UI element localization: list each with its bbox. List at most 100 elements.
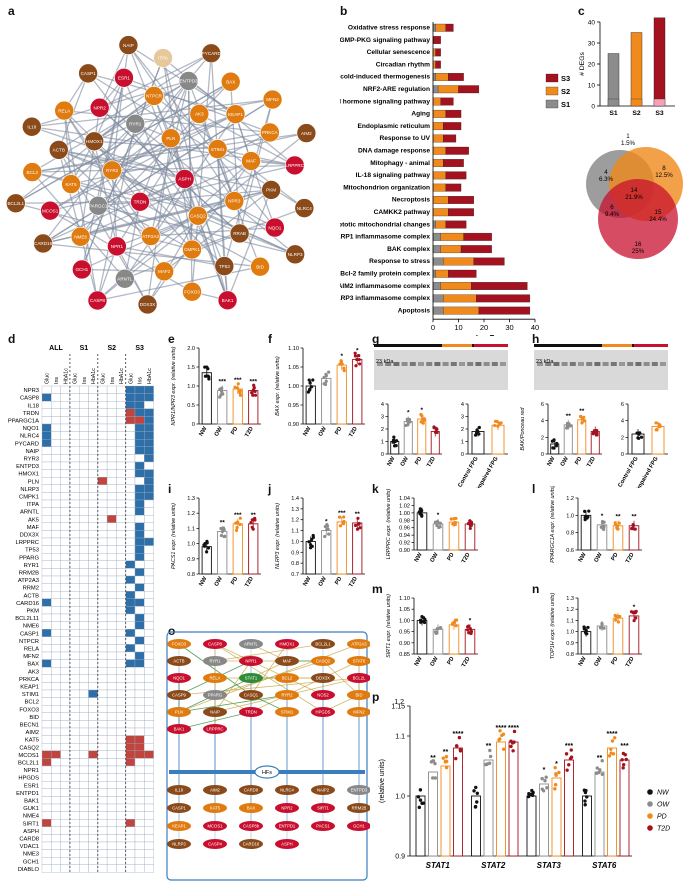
heatmap-cell bbox=[106, 553, 117, 561]
data-point bbox=[655, 427, 659, 431]
heatmap-cell bbox=[134, 834, 145, 843]
heatmap-cell bbox=[106, 537, 117, 546]
heatmap-cell bbox=[97, 651, 108, 660]
heatmap-cell bbox=[134, 598, 145, 607]
y-tick-label: 20 bbox=[588, 62, 596, 69]
heatmap-cell bbox=[106, 454, 117, 463]
data-point bbox=[222, 528, 226, 532]
heatmap-cell bbox=[60, 515, 71, 523]
legend-marker bbox=[647, 801, 653, 807]
data-point bbox=[235, 386, 240, 390]
network-node bbox=[21, 116, 42, 137]
network-node bbox=[217, 290, 238, 311]
heatmap-cell bbox=[69, 598, 80, 607]
heatmap-cell bbox=[60, 735, 71, 744]
heatmap-cell bbox=[125, 857, 136, 865]
heatmap-cell bbox=[116, 705, 126, 713]
heatmap-cell bbox=[134, 841, 145, 850]
heatmap-cell bbox=[88, 803, 98, 812]
legend-marker bbox=[647, 789, 653, 795]
data-point bbox=[474, 431, 479, 435]
heatmap-cell bbox=[41, 408, 52, 417]
heatmap-cell bbox=[144, 431, 154, 440]
y-tick-label: 1.2 bbox=[566, 607, 574, 613]
heatmap-cell bbox=[97, 461, 108, 470]
heatmap-cell bbox=[97, 667, 108, 675]
y-tick-label: 0.90 bbox=[288, 422, 299, 428]
heatmap-cell bbox=[144, 530, 154, 539]
data-point bbox=[469, 523, 473, 527]
legend-label: S1 bbox=[561, 100, 570, 109]
data-point bbox=[342, 366, 346, 370]
network-node-label: CASP8b bbox=[243, 824, 260, 829]
heatmap-cell bbox=[60, 530, 71, 539]
heatmap-cell bbox=[69, 454, 80, 463]
bar bbox=[336, 521, 347, 575]
heatmap-cell bbox=[60, 416, 71, 425]
data-point bbox=[434, 426, 438, 430]
heatmap-col-label: HbA1c bbox=[147, 368, 153, 384]
heatmap-cell bbox=[134, 583, 145, 592]
pathway-bar-S2 bbox=[443, 294, 477, 303]
network-node-label: ESR1 bbox=[118, 75, 130, 80]
heatmap-cell bbox=[116, 613, 126, 622]
network-edge bbox=[97, 205, 152, 237]
blot-band bbox=[467, 362, 474, 366]
heatmap-cell bbox=[106, 477, 117, 485]
pathway-bar-S2 bbox=[432, 171, 446, 180]
heatmap-cell bbox=[134, 560, 145, 569]
heatmap-cell bbox=[51, 629, 61, 637]
data-point bbox=[475, 800, 479, 804]
heatmap-cell bbox=[134, 849, 145, 858]
heatmap-cell bbox=[144, 461, 154, 470]
x-tick-label: PD bbox=[334, 426, 343, 436]
network-node bbox=[153, 48, 173, 68]
heatmap-cell bbox=[60, 507, 71, 516]
heatmap-cell bbox=[69, 750, 80, 759]
blot-panels-gh: 23 kDa01234BAX/Ponceau redNW*OW*PDT2D012… bbox=[374, 344, 668, 488]
data-point bbox=[423, 617, 427, 621]
heatmap-cell bbox=[60, 537, 71, 546]
data-point bbox=[221, 392, 225, 396]
legend-label: S3 bbox=[561, 74, 570, 83]
data-point bbox=[614, 615, 619, 619]
heatmap-cell bbox=[144, 781, 154, 789]
heatmap-cell bbox=[79, 515, 89, 523]
data-point bbox=[444, 765, 449, 770]
heatmap-cell bbox=[60, 819, 71, 827]
heatmap-cell bbox=[106, 461, 117, 470]
data-point bbox=[420, 513, 424, 517]
heatmap-cell bbox=[134, 499, 145, 508]
bar bbox=[612, 617, 624, 655]
heatmap-cell bbox=[106, 849, 117, 858]
heatmap-cell bbox=[69, 841, 80, 850]
heatmap-cell bbox=[79, 796, 89, 805]
significance-stars: ** bbox=[615, 514, 621, 521]
heatmap-cell bbox=[134, 545, 145, 554]
y-tick-label: 0 bbox=[381, 452, 384, 458]
heatmap-cell bbox=[69, 515, 80, 523]
heatmap-cell bbox=[144, 606, 154, 615]
network-node-label: STIM1 bbox=[281, 710, 294, 715]
blot-band bbox=[651, 362, 658, 366]
heatmap-row-label: STIM1 bbox=[22, 692, 39, 698]
y-axis-label: NLRP3 expr. (relative units) bbox=[275, 503, 281, 569]
heatmap-cell bbox=[106, 644, 117, 653]
heatmap-cell bbox=[106, 530, 117, 539]
heatmap-col-label: HbA1c bbox=[91, 368, 97, 384]
heatmap-cell bbox=[69, 522, 80, 531]
heatmap-cell bbox=[69, 689, 80, 698]
x-tick-label: OW bbox=[214, 576, 224, 588]
heatmap-cell bbox=[79, 575, 89, 584]
significance-stars: *** bbox=[234, 377, 242, 384]
data-point bbox=[591, 432, 595, 436]
heatmap-cell bbox=[106, 423, 117, 432]
heatmap-cell bbox=[134, 515, 145, 523]
significance-stars: * bbox=[356, 347, 359, 354]
network-node-label: STAT6 bbox=[353, 659, 366, 664]
heatmap-cell bbox=[97, 439, 108, 447]
heatmap-row-label: PRKCA bbox=[19, 677, 39, 683]
y-tick-label: 1.0 bbox=[187, 542, 195, 548]
heatmap-cell bbox=[134, 629, 145, 637]
heatmap-cell bbox=[116, 393, 126, 402]
